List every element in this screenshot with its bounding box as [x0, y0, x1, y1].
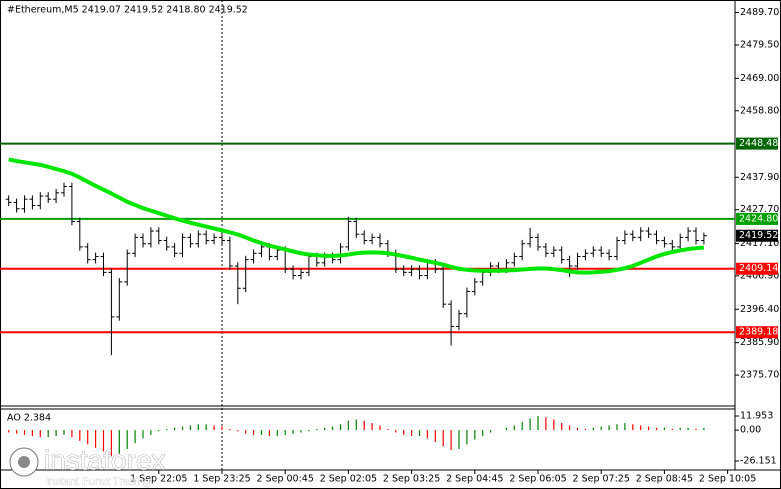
chart-title: #Ethereum,M5 2419.07 2419.52 2418.80 241…: [7, 5, 248, 16]
moving-average: [8, 157, 705, 275]
y-tick-label: 2396.40: [740, 304, 779, 315]
level-label: 2424.80: [739, 213, 778, 224]
x-tick-label: 2 Sep 00:45: [257, 474, 314, 485]
y-tick-label: 2427.70: [740, 204, 779, 215]
level-label-box: [736, 137, 778, 150]
y-tick-label: 2406.90: [740, 270, 779, 281]
y-tick-label: 2385.90: [740, 337, 779, 348]
logo-icon: [18, 456, 30, 468]
watermark-brand: instaforex: [44, 444, 165, 475]
level-label: 2448.48: [739, 138, 778, 149]
ao-tick-label: -26.151: [740, 456, 777, 467]
x-tick-label: 2 Sep 08:45: [636, 474, 693, 485]
y-tick-label: 2489.70: [740, 7, 779, 18]
x-tick-label: 2 Sep 02:05: [320, 474, 377, 485]
current-price-label: 2419.52: [739, 230, 778, 241]
y-tick-label: 2375.70: [740, 370, 779, 381]
level-label-box: [736, 326, 778, 339]
current-price-box: [736, 229, 778, 242]
x-tick-label: 2 Sep 06:05: [509, 474, 566, 485]
y-tick-label: 2437.90: [740, 172, 779, 183]
x-tick-label: 1 Sep 22:05: [130, 474, 187, 485]
y-tick-label: 2469.00: [740, 73, 779, 84]
x-tick-label: 2 Sep 04:45: [446, 474, 503, 485]
ao-tick-label: 11.953: [740, 411, 773, 422]
level-label-box: [736, 212, 778, 225]
level-label-box: [736, 262, 778, 275]
ao-label: AO 2.384: [7, 413, 51, 424]
level-label: 2409.14: [739, 263, 778, 274]
watermark-tagline: Instant Forex Trading: [46, 476, 150, 488]
ao-tick-label: 0.00: [740, 425, 761, 436]
y-tick-label: 2417.10: [740, 238, 779, 249]
watermark: instaforex Instant Forex Trading: [9, 444, 166, 488]
x-tick-label: 2 Sep 03:25: [383, 474, 440, 485]
level-label: 2389.18: [739, 327, 778, 338]
x-tick-label: 2 Sep 07:25: [573, 474, 630, 485]
x-tick-label: 2 Sep 10:05: [699, 474, 756, 485]
bars: [5, 182, 707, 356]
x-tick-label: 1 Sep 23:25: [193, 474, 250, 485]
y-tick-label: 2458.80: [740, 105, 779, 116]
y-tick-label: 2479.50: [740, 39, 779, 50]
